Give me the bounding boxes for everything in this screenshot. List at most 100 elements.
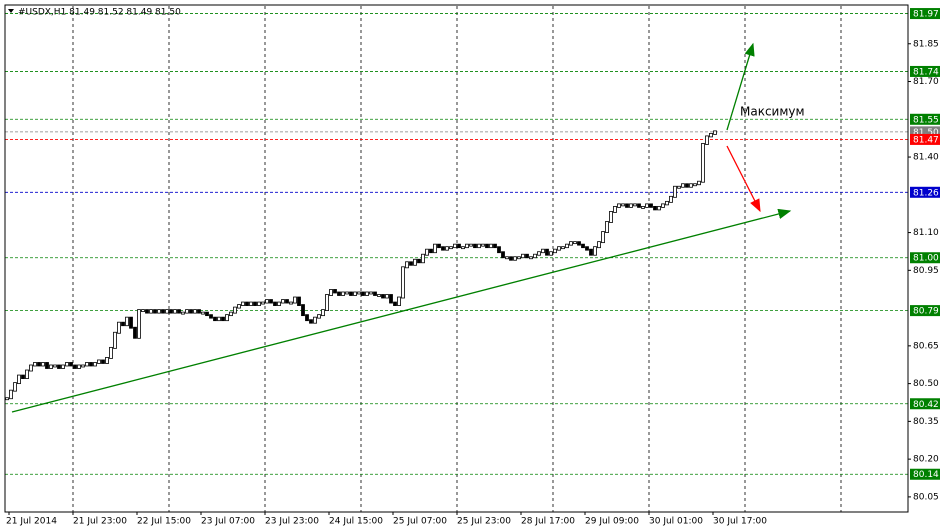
candle	[269, 299, 273, 304]
candle	[333, 289, 337, 294]
candle	[221, 316, 225, 322]
candle	[289, 301, 293, 305]
candle	[5, 397, 9, 401]
candle	[445, 246, 449, 251]
candle	[553, 248, 557, 254]
candles	[5, 130, 717, 401]
candle	[593, 246, 597, 256]
candle	[517, 256, 521, 260]
candle	[713, 130, 717, 135]
candle	[141, 309, 145, 313]
level-label-box	[910, 468, 940, 480]
candle	[173, 309, 177, 314]
x-tick-label: 22 Jul 15:00	[137, 517, 191, 527]
candle	[441, 246, 445, 251]
candle	[501, 251, 505, 259]
x-tick-label: 29 Jul 09:00	[585, 517, 639, 527]
candle	[613, 205, 617, 213]
level-label-box	[910, 252, 940, 264]
candle	[277, 301, 281, 306]
candle	[505, 256, 509, 260]
candle	[585, 246, 589, 251]
candle	[213, 316, 217, 322]
level-label-box	[910, 65, 940, 77]
y-tick-label: 80.95	[913, 266, 939, 276]
chart-title: #USDX,H1 81.49 81.52 81.49 81.50	[18, 8, 181, 18]
candle	[305, 314, 309, 322]
candle	[549, 251, 553, 256]
candle	[701, 143, 705, 183]
candle	[133, 326, 137, 339]
candle	[625, 203, 629, 208]
x-tick-label: 23 Jul 23:00	[265, 517, 319, 527]
candle	[181, 311, 185, 315]
candle	[201, 311, 205, 315]
candle	[65, 362, 69, 367]
candle	[145, 309, 149, 314]
candle	[297, 296, 301, 306]
level-label-box	[910, 398, 940, 410]
candle	[569, 241, 573, 246]
candle	[681, 183, 685, 188]
candle	[325, 294, 329, 312]
vertical-grid	[72, 6, 842, 512]
candle	[621, 203, 625, 207]
candle	[533, 253, 537, 259]
candle	[481, 243, 485, 247]
candle	[545, 248, 549, 256]
candle	[169, 309, 173, 314]
level-label: 80.14	[913, 470, 939, 480]
candle	[121, 321, 125, 327]
candle	[685, 183, 689, 188]
level-label: 81.00	[913, 254, 939, 264]
candle	[529, 256, 533, 260]
candle	[341, 291, 345, 296]
candle	[385, 294, 389, 299]
candle	[665, 200, 669, 206]
candle	[489, 243, 493, 249]
level-label: 81.50	[913, 128, 939, 138]
candle	[565, 243, 569, 249]
candle	[521, 253, 525, 259]
candle	[113, 331, 117, 349]
candle	[85, 362, 89, 367]
candle	[677, 185, 681, 189]
candle	[185, 309, 189, 314]
candle	[37, 362, 41, 367]
candle	[217, 316, 221, 322]
candle	[309, 319, 313, 324]
candle	[321, 309, 325, 317]
candle	[161, 309, 165, 314]
candle	[137, 309, 141, 339]
y-tick-label: 80.05	[913, 492, 939, 502]
candle	[525, 253, 529, 259]
candle	[581, 243, 585, 249]
candle	[157, 309, 161, 314]
candle	[377, 294, 381, 297]
level-label: 81.97	[913, 10, 939, 20]
candle	[313, 316, 317, 324]
candle	[437, 243, 441, 249]
candle	[117, 321, 121, 334]
candle	[461, 246, 465, 250]
candle	[697, 180, 701, 186]
candle	[353, 291, 357, 296]
candle	[93, 362, 97, 367]
annotation: Максимум	[740, 105, 805, 119]
candle	[393, 301, 397, 306]
menu-triangle	[8, 9, 14, 13]
y-tick-label: 80.35	[913, 417, 939, 427]
candle	[405, 261, 409, 269]
candle	[357, 291, 361, 295]
candle	[709, 132, 713, 138]
candle	[33, 362, 37, 367]
x-tick-label: 25 Jul 23:00	[457, 517, 511, 527]
candle	[57, 364, 61, 369]
candle	[261, 301, 265, 305]
candle	[453, 243, 457, 249]
candle	[89, 362, 93, 367]
candle	[49, 364, 53, 369]
level-label-box	[910, 133, 940, 145]
